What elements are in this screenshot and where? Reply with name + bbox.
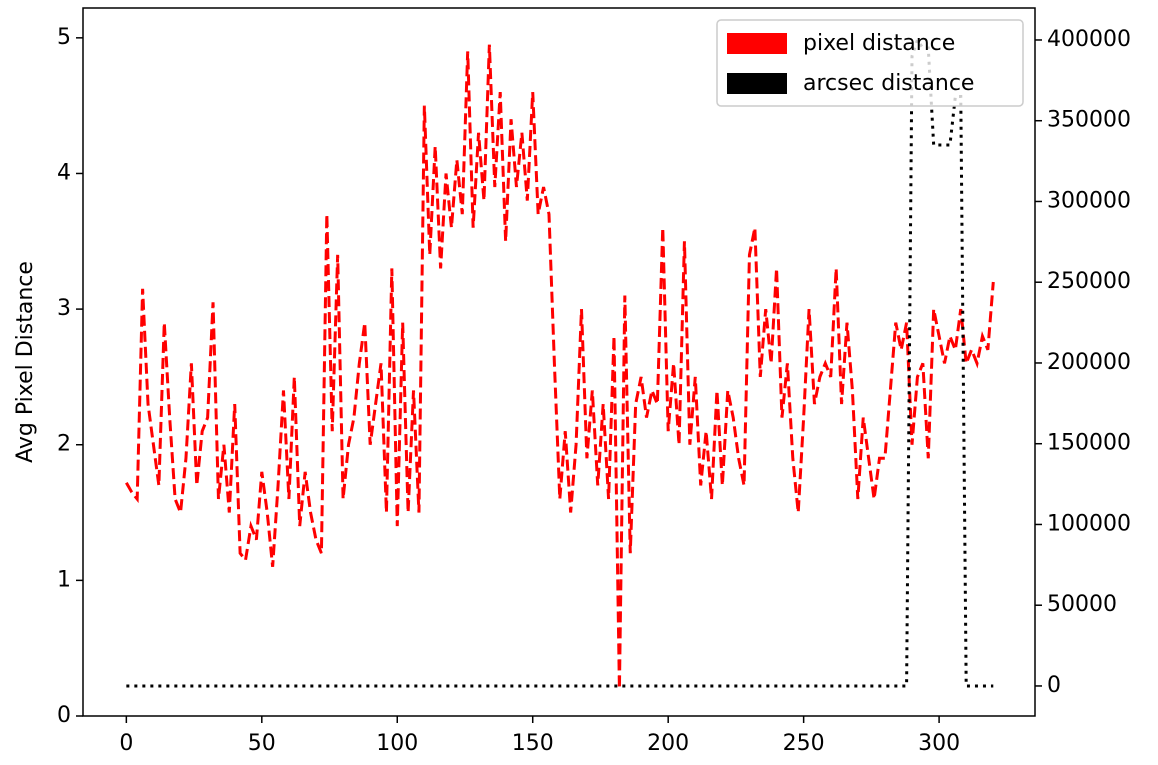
y2-tick-label: 50000 [1047,592,1117,617]
y-tick-label: 3 [57,296,71,321]
x-tick-label: 150 [512,731,554,756]
x-tick-label: 200 [647,731,689,756]
y2-tick-label: 100000 [1047,511,1131,536]
x-tick-label: 300 [918,731,960,756]
y2-tick-label: 300000 [1047,188,1131,213]
y2-tick-label: 400000 [1047,27,1131,52]
y2-tick-label: 150000 [1047,431,1131,456]
legend-swatch [727,33,787,54]
x-tick-label: 100 [376,731,418,756]
y2-tick-label: 0 [1047,673,1061,698]
y-axis-label: Avg Pixel Distance [13,261,38,463]
data-line [126,36,994,688]
x-tick-label: 0 [119,731,133,756]
y2-tick-label: 200000 [1047,350,1131,375]
plot-frame [82,7,1036,717]
y2-tick-label: 350000 [1047,108,1131,133]
y-tick-label: 0 [57,703,71,728]
legend-label: arcsec distance [803,71,974,96]
y2-tick-label: 250000 [1047,269,1131,294]
legend-label: pixel distance [803,31,955,56]
y-tick-label: 2 [57,432,71,457]
data-line [125,44,995,689]
legend-box [716,19,1024,107]
y-tick-label: 1 [57,567,71,592]
legend-swatch [727,73,787,94]
x-tick-label: 250 [783,731,825,756]
x-tick-label: 50 [248,731,276,756]
y-tick-label: 4 [57,160,71,185]
y-tick-label: 5 [57,25,71,50]
